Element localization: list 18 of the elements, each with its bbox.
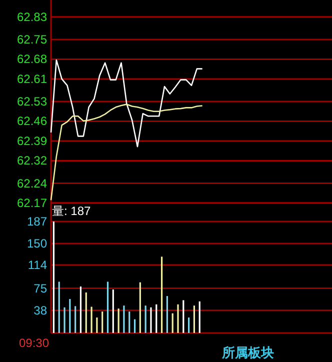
y-tick-label: 62.24: [16, 176, 48, 190]
y-tick-label: 62.32: [16, 154, 48, 168]
y-tick-label: 187: [26, 214, 48, 228]
annotation: 量: 187: [52, 204, 92, 218]
text: 09:30: [18, 336, 50, 350]
y-tick-label: 62.39: [16, 134, 48, 148]
y-tick-label: 62.61: [16, 72, 48, 86]
y-tick-label: 62.46: [16, 114, 48, 128]
y-tick-label: 62.83: [16, 10, 48, 24]
y-tick-label: 62.75: [16, 32, 48, 46]
y-tick-label: 150: [26, 236, 48, 251]
y-tick-label: 62.68: [16, 52, 48, 66]
y-tick-label: 38: [34, 303, 48, 318]
text: 所属板块: [221, 345, 274, 360]
y-tick-label: 62.17: [16, 196, 48, 210]
y-tick-label: 75: [34, 281, 48, 296]
y-tick-label: 62.53: [16, 94, 48, 108]
y-tick-label: 114: [28, 258, 48, 272]
